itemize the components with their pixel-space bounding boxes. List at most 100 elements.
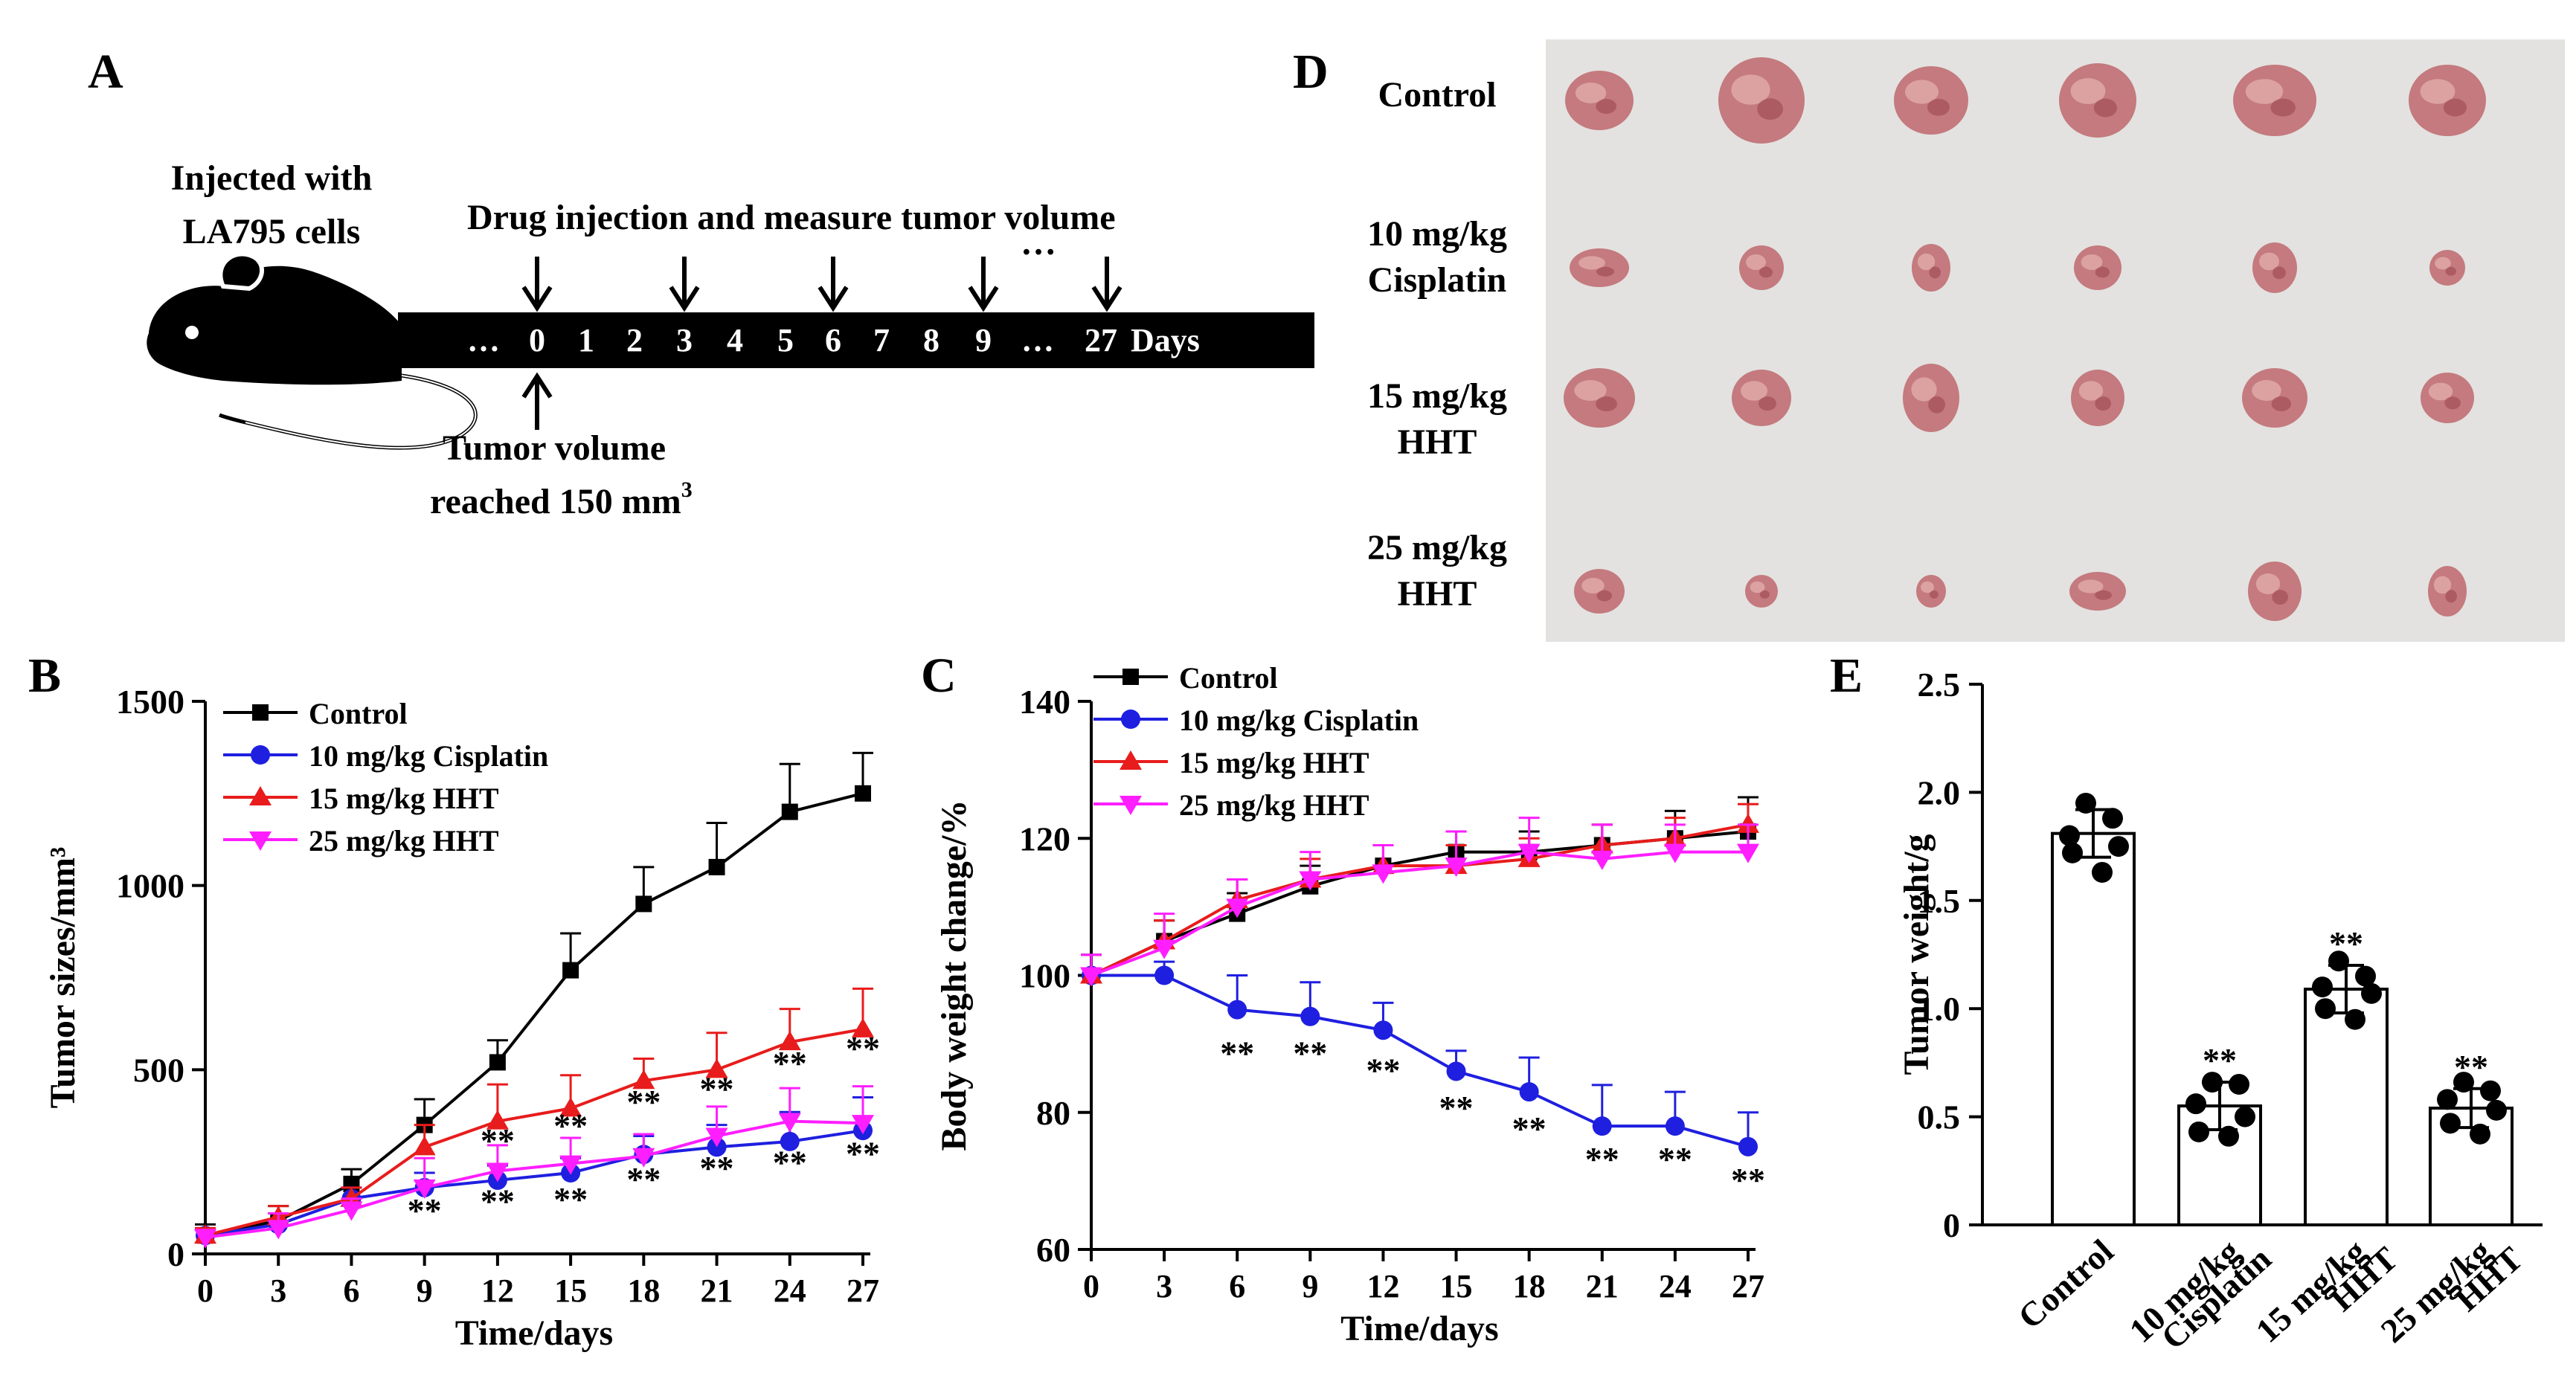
data-point-triangle-down bbox=[267, 1220, 290, 1240]
y-tick-label: 0.5 bbox=[1918, 1098, 1961, 1136]
bar bbox=[2304, 988, 2389, 1226]
timeline-tick-label: 9 bbox=[975, 322, 992, 358]
mouse-icon bbox=[147, 251, 478, 450]
data-point-triangle bbox=[559, 1097, 582, 1117]
significance-mark: ** bbox=[2454, 1048, 2488, 1086]
y-tick-label: 1500 bbox=[116, 683, 184, 721]
data-point bbox=[2453, 1072, 2474, 1093]
y-tick-label: 1000 bbox=[116, 867, 184, 905]
legend-label: 15 mg/kg HHT bbox=[309, 782, 499, 815]
significance-mark: ** bbox=[1366, 1051, 1400, 1089]
data-point bbox=[2218, 1125, 2239, 1147]
panel-e: E 0 0.5 1.0 1.5 2.0 2.5 Tumor weight/g Control *… bbox=[1830, 649, 2543, 1357]
tumor-shade bbox=[1596, 396, 1618, 411]
x-tick-label: 18 bbox=[627, 1272, 660, 1309]
data-point-triangle-down bbox=[1226, 898, 1249, 918]
y-tick-label: 500 bbox=[133, 1051, 184, 1089]
series-line bbox=[1091, 850, 1748, 977]
data-point bbox=[2437, 1089, 2458, 1110]
tumor-shade bbox=[1596, 590, 1612, 602]
panel-a-letter: A bbox=[88, 45, 123, 99]
significance-mark: ** bbox=[2203, 1041, 2237, 1079]
series-line bbox=[205, 1129, 864, 1238]
tumor-shade bbox=[1930, 590, 1939, 599]
series-3 bbox=[194, 1085, 874, 1249]
data-point-circle bbox=[1519, 1082, 1539, 1102]
panel-d-row-label-line1: 25 mg/kg bbox=[1367, 528, 1507, 567]
data-point bbox=[2235, 1106, 2255, 1127]
tumor-shade bbox=[1757, 98, 1784, 120]
data-point bbox=[2188, 1121, 2209, 1142]
x-tick-label: 9 bbox=[1302, 1268, 1318, 1304]
timeline-tick-label: 2 bbox=[626, 322, 643, 358]
data-point-triangle-down bbox=[194, 1229, 216, 1249]
data-point-triangle bbox=[1120, 750, 1142, 770]
legend: Control 10 mg/kg Cisplatin 15 mg/kg HHT 25 … bbox=[223, 697, 548, 858]
tumor-highlight bbox=[2433, 576, 2452, 594]
significance-mark: ** bbox=[700, 1070, 734, 1108]
significance-mark: ** bbox=[846, 1029, 880, 1067]
tumor-specimen bbox=[2248, 562, 2302, 621]
tumor-specimen bbox=[1564, 368, 1635, 428]
data-point-square bbox=[635, 895, 652, 913]
data-point-circle bbox=[251, 745, 270, 765]
tumor-specimen bbox=[2069, 572, 2126, 611]
tumor-shade bbox=[2445, 590, 2457, 603]
panel-c: C 0 3 6 9 12 15 18 21 24 27 60 80 100 120 140 Time/days… bbox=[921, 649, 1765, 1348]
tumor-shade bbox=[2444, 396, 2461, 410]
significance-mark: ** bbox=[1731, 1161, 1765, 1199]
data-point bbox=[2355, 965, 2376, 987]
data-point-triangle-down bbox=[632, 1148, 655, 1168]
x-tick-label: 3 bbox=[270, 1272, 286, 1309]
data-point-triangle-down bbox=[486, 1162, 509, 1183]
data-point-square bbox=[855, 785, 871, 802]
tumor-shade bbox=[1758, 396, 1776, 411]
down-arrow bbox=[669, 257, 700, 312]
y-axis-label: Tumor weight/g bbox=[1897, 834, 1936, 1075]
tumor-photo bbox=[1546, 39, 2565, 642]
significance-mark: ** bbox=[700, 1149, 734, 1187]
data-point-square bbox=[562, 962, 579, 979]
data-point-triangle-down bbox=[1663, 843, 1686, 863]
tumor-shade bbox=[1759, 266, 1773, 278]
data-point-triangle-down bbox=[559, 1155, 582, 1175]
data-point bbox=[2440, 1113, 2461, 1134]
tumor-photo-specimens bbox=[1564, 57, 2486, 621]
series-2 bbox=[194, 987, 874, 1244]
significance-mark: ** bbox=[773, 1144, 807, 1182]
reached-150-label: reached 150 mm3 bbox=[430, 477, 693, 521]
panel-d-row-label-line2: HHT bbox=[1398, 574, 1477, 614]
data-point-circle bbox=[1592, 1116, 1612, 1136]
data-point-square bbox=[489, 1054, 506, 1071]
timeline-tick-label: 6 bbox=[825, 322, 841, 358]
legend-label: 15 mg/kg HHT bbox=[1179, 746, 1369, 779]
data-point bbox=[2312, 976, 2333, 998]
significance-mark: ** bbox=[773, 1044, 807, 1082]
y-tick-label: 140 bbox=[1019, 683, 1070, 721]
x-tick-label: 27 bbox=[1732, 1268, 1764, 1304]
tumor-shade bbox=[1759, 590, 1770, 599]
timeline-tick-label: 3 bbox=[676, 322, 693, 358]
timeline-tick-label: 8 bbox=[923, 322, 939, 358]
arrow-head bbox=[968, 286, 999, 312]
tumor-highlight bbox=[2259, 252, 2279, 271]
data-point bbox=[2328, 950, 2349, 972]
data-point-circle bbox=[1373, 1020, 1393, 1040]
data-point-circle bbox=[1227, 1000, 1247, 1020]
tumor-highlight bbox=[2078, 381, 2104, 401]
panel-d-row-label-line2: HHT bbox=[1398, 422, 1477, 462]
panel-d-row-label-line1: Control bbox=[1378, 75, 1496, 115]
x-tick-label: 18 bbox=[1513, 1268, 1546, 1304]
data-point-triangle bbox=[413, 1136, 436, 1156]
data-point-circle bbox=[1738, 1136, 1758, 1156]
tumor-highlight bbox=[1750, 581, 1765, 593]
data-point-circle bbox=[1446, 1061, 1466, 1081]
data-point-triangle-down bbox=[249, 831, 272, 851]
arrow-head bbox=[1091, 286, 1122, 312]
series-line bbox=[205, 791, 864, 1238]
data-point bbox=[2075, 792, 2096, 814]
down-arrow bbox=[968, 257, 999, 312]
data-point bbox=[2480, 1080, 2501, 1101]
